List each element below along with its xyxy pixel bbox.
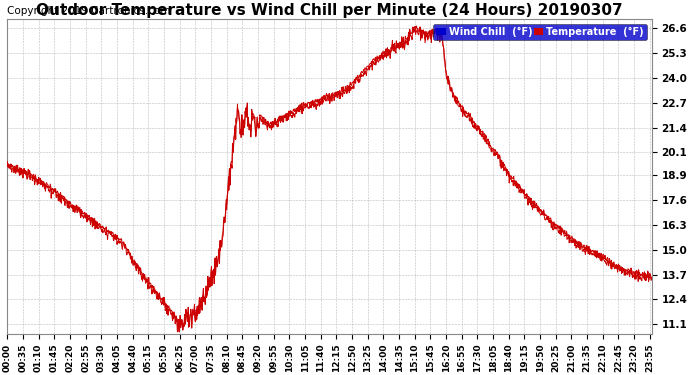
Title: Outdoor Temperature vs Wind Chill per Minute (24 Hours) 20190307: Outdoor Temperature vs Wind Chill per Mi… (36, 3, 623, 18)
Text: Copyright 2019 Cartronics.com: Copyright 2019 Cartronics.com (8, 6, 170, 16)
Legend: Wind Chill  (°F), Temperature  (°F): Wind Chill (°F), Temperature (°F) (433, 24, 647, 40)
